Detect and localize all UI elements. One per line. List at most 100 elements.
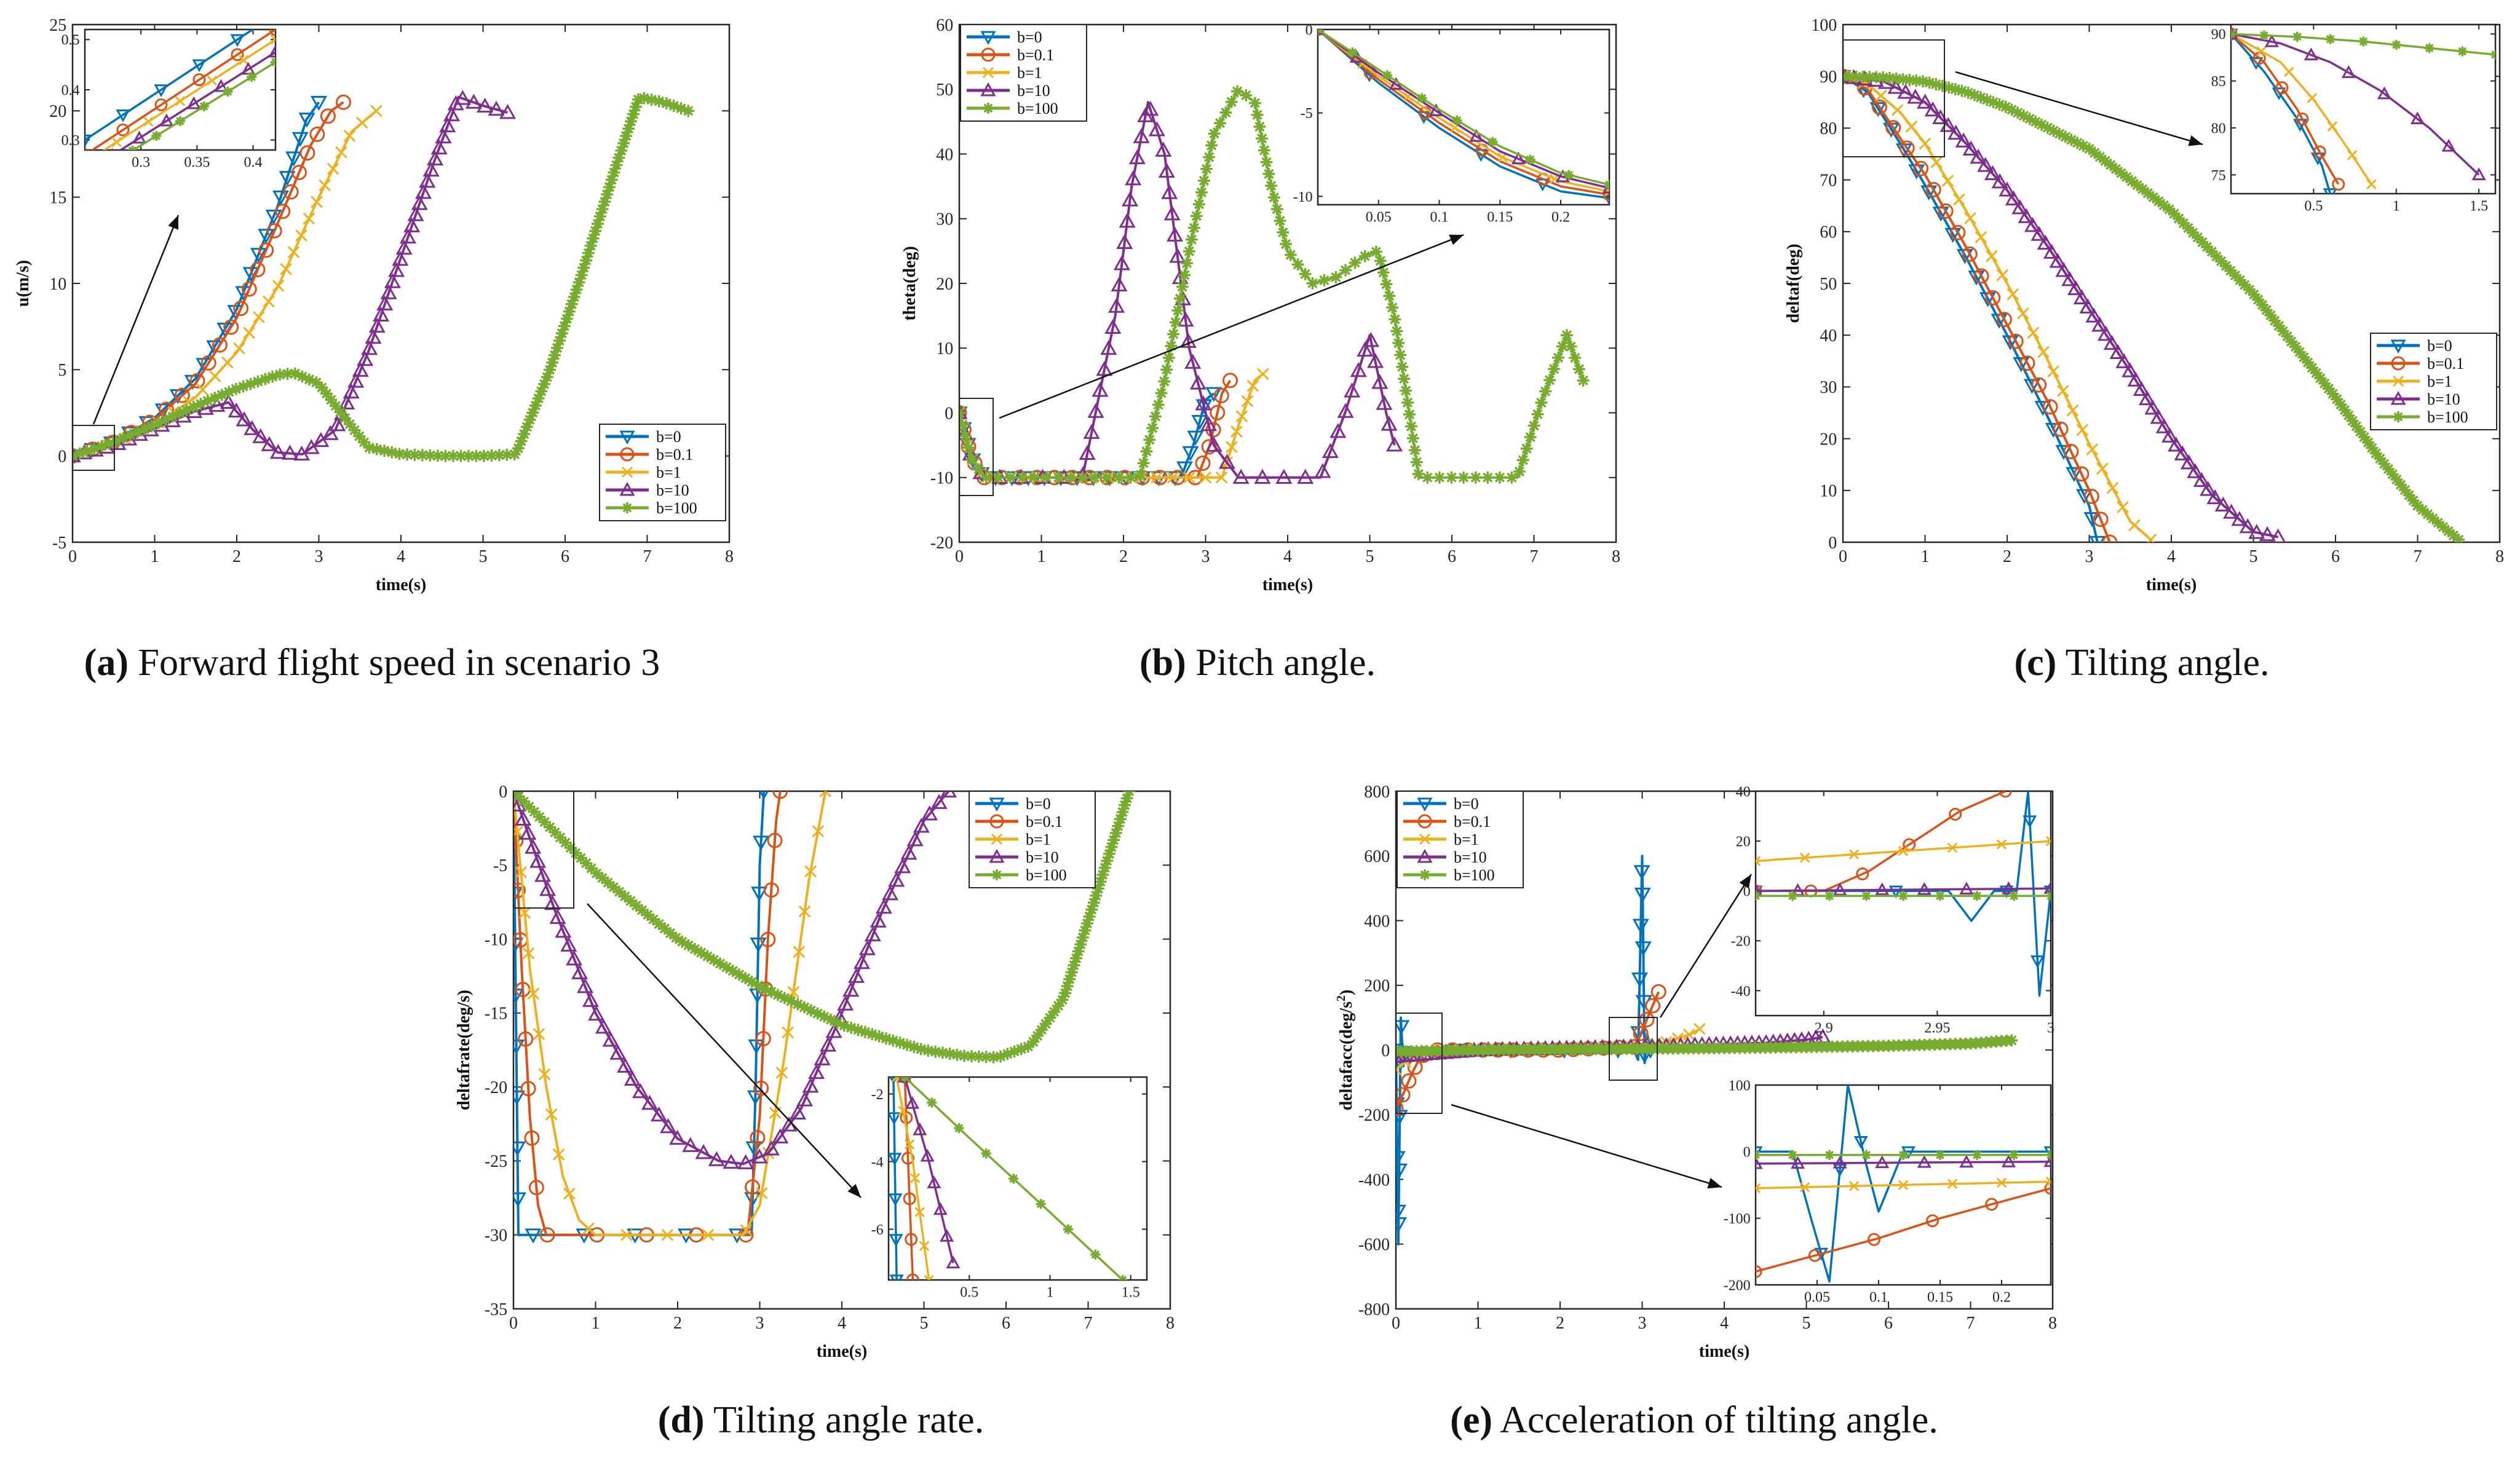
panel-d-inset-series-marker-3 (913, 1122, 927, 1135)
panel-c-series-marker-4 (2187, 226, 2199, 239)
panel-d-inset-series-marker-4 (1090, 1249, 1101, 1260)
panel-d-series-marker-4 (1076, 931, 1089, 944)
panel-d-series-marker-1 (520, 1081, 536, 1097)
panel-a-ytick-label: 10 (49, 275, 66, 294)
panel-d-inset-series-marker-4 (981, 1148, 991, 1159)
panel-c-series-marker-4 (1975, 91, 1987, 104)
panel-a-series-marker-2 (311, 195, 323, 208)
panel-b-series-marker-4 (1561, 329, 1573, 342)
panel-a-series-marker-4 (259, 373, 272, 385)
panel-d-series-marker-4 (811, 1007, 824, 1020)
panel-c-series-marker-3 (2187, 463, 2204, 478)
panel-a-series-marker-4 (675, 102, 687, 115)
panel-c-series-marker-2 (2086, 443, 2099, 456)
panel-b-series-marker-3 (1376, 395, 1393, 410)
panel-d-series-marker-4 (887, 1034, 900, 1047)
panel-e-ytick-label: 600 (1364, 847, 1390, 866)
panel-b-series-marker-4 (1377, 266, 1390, 279)
panel-c-series-marker-4 (2093, 151, 2106, 164)
panel-d-series-marker-4 (585, 862, 598, 875)
panel-d-series-marker-4 (1079, 924, 1092, 937)
panel-b-series-marker-3 (1314, 463, 1331, 478)
panel-d-inset-series-marker-1 (898, 1077, 911, 1084)
panel-c-series-marker-4 (2088, 146, 2101, 159)
panel-d-series-marker-4 (1101, 855, 1114, 867)
panel-b-series-marker-2 (1183, 471, 1195, 484)
panel-c-series-marker-4 (2407, 494, 2420, 507)
panel-e-inset-2-series-marker-3 (1756, 1156, 1763, 1169)
panel-c-series-marker-1 (1962, 246, 1978, 262)
panel-e-xtick-label: 7 (1967, 1314, 1975, 1333)
panel-b-series-marker-4 (1124, 471, 1137, 484)
panel-c-series-marker-3 (2011, 199, 2029, 215)
panel-c-inset-series-marker-3 (2264, 34, 2279, 47)
panel-a-series-marker-3 (236, 411, 253, 427)
panel-e-inset-series-marker-4 (1898, 891, 1909, 901)
panel-c-series-marker-4 (2120, 171, 2133, 183)
panel-a-series-marker-4 (521, 421, 533, 433)
panel-c-ytick-label: 20 (1820, 430, 1837, 449)
panel-e-inset-2-series-marker-2 (1898, 1180, 1909, 1190)
panel-b-series-marker-4 (1389, 313, 1401, 326)
panel-c-series-marker-4 (1896, 73, 1909, 85)
panel-b-ytick-label: 30 (936, 210, 953, 229)
panel-d-xtick-label: 8 (1166, 1314, 1175, 1333)
panel-d-inset-series-line-2 (895, 1077, 930, 1280)
panel-b-inset-ytick-label: -5 (1301, 106, 1313, 122)
panel-b-inset-series-group (1318, 30, 1609, 205)
panel-d-series-marker-4 (825, 1013, 837, 1026)
panel-c-series-marker-2 (1986, 250, 1998, 263)
panel-a-inset: 0.3 0.35 0.4 0.3 0.4 0.5 (61, 28, 277, 171)
panel-d-legend-label-2: b=1 (1026, 831, 1051, 848)
panel-b-series-marker-3 (1329, 422, 1347, 438)
panel-b-legend-label-4: b=100 (1017, 100, 1058, 117)
panel-c-series-marker-4 (2152, 195, 2165, 208)
panel-a-legend-marker-2 (621, 466, 633, 478)
panel-b-series-marker-4 (1143, 433, 1156, 446)
panel-c-series-marker-4 (2035, 119, 2048, 131)
panel-d-series-marker-4 (943, 1048, 956, 1060)
panel-b-series-marker-4 (1183, 245, 1195, 258)
panel-b-series-marker-4 (1176, 280, 1189, 293)
panel-b-series-marker-4 (1573, 363, 1585, 376)
panel-a-ylabel: u(m/s) (14, 260, 33, 307)
panel-e-inset-2-xtick-label: 0.1 (1869, 1290, 1888, 1306)
panel-b-series-marker-4 (1267, 191, 1280, 204)
panel-b-series-marker-4 (1195, 186, 1208, 199)
panel-d-series-marker-3 (515, 810, 532, 826)
panel-b-series-marker-3 (1367, 353, 1384, 368)
panel-d-inset-series-marker-4 (1036, 1199, 1046, 1209)
panel-e-inset-2-series-marker-3 (1833, 1155, 1847, 1169)
panel-c-series-marker-4 (2302, 356, 2315, 369)
panel-d-ytick-label: -30 (485, 1226, 507, 1246)
panel-a-series-marker-4 (424, 449, 437, 462)
panel-d-inset-series-marker-1 (901, 1151, 914, 1165)
panel-b-inset-series-marker-4 (1525, 154, 1535, 165)
panel-a-series-marker-4 (274, 368, 287, 381)
caption-d-space (705, 1399, 713, 1441)
panel-a-inset-series-marker-1 (231, 48, 244, 61)
panel-d-inset: 0.5 1 1.5 -6 -4 -2 (871, 1076, 1148, 1301)
panel-d-series-marker-2 (798, 905, 811, 918)
panel-d-series-marker-4 (596, 872, 609, 885)
panel-a-series-marker-4 (358, 436, 370, 449)
panel-b-series-marker-4 (1088, 471, 1101, 484)
panel-d-series-marker-3 (660, 1118, 677, 1134)
panel-b-series-marker-3 (1148, 121, 1165, 136)
panel-b-series-marker-4 (1403, 408, 1416, 421)
panel-d-series-marker-3 (549, 909, 566, 924)
panel-d-series-marker-4 (1112, 819, 1125, 832)
panel-c-inset-series-marker-4 (2457, 46, 2468, 57)
panel-e-series-marker-0 (1631, 972, 1649, 988)
panel-a-series-marker-1 (283, 184, 299, 200)
panel-b-series-marker-3 (1142, 100, 1159, 116)
panel-a-legend-marker-0 (619, 430, 635, 445)
panel-c-ytick-label: 10 (1820, 482, 1837, 501)
panel-d-series-marker-4 (758, 982, 771, 995)
panel-c-series-marker-4 (2310, 366, 2323, 379)
panel-e-inset-2-ytick-label: 0 (1743, 1145, 1751, 1161)
panel-d-legend-marker-1 (989, 814, 1004, 829)
panel-c-legend-label-2: b=1 (2427, 373, 2452, 390)
panel-d-legend-marker-4 (991, 869, 1002, 880)
panel-d-series-marker-4 (1035, 1024, 1048, 1036)
